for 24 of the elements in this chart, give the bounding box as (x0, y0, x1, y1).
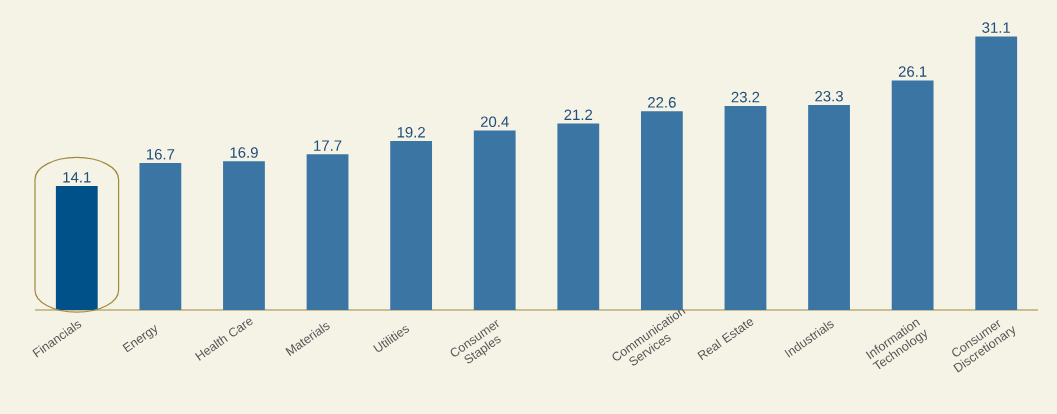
bar (557, 123, 600, 310)
data-label: 17.7 (314, 140, 342, 151)
bar (975, 36, 1018, 310)
bar (139, 163, 182, 310)
data-label: 16.7 (146, 148, 175, 160)
bar (306, 154, 349, 310)
bar (808, 105, 850, 310)
bar (724, 105, 767, 310)
data-label: 14.1 (63, 172, 91, 183)
data-label: 23.2 (731, 91, 760, 103)
bar (891, 80, 934, 310)
bar (640, 111, 683, 310)
data-label: 16.9 (230, 147, 258, 158)
data-label: 26.1 (898, 66, 927, 77)
data-label: 21.2 (564, 109, 593, 120)
bar (473, 130, 516, 310)
bar (390, 141, 433, 310)
data-label: 19.2 (397, 126, 425, 138)
data-label: 20.4 (480, 116, 509, 128)
data-label: 23.3 (815, 90, 843, 102)
bar (223, 161, 265, 310)
data-label: 22.6 (648, 97, 676, 108)
data-label: 31.1 (982, 22, 1011, 33)
bar (55, 185, 98, 310)
